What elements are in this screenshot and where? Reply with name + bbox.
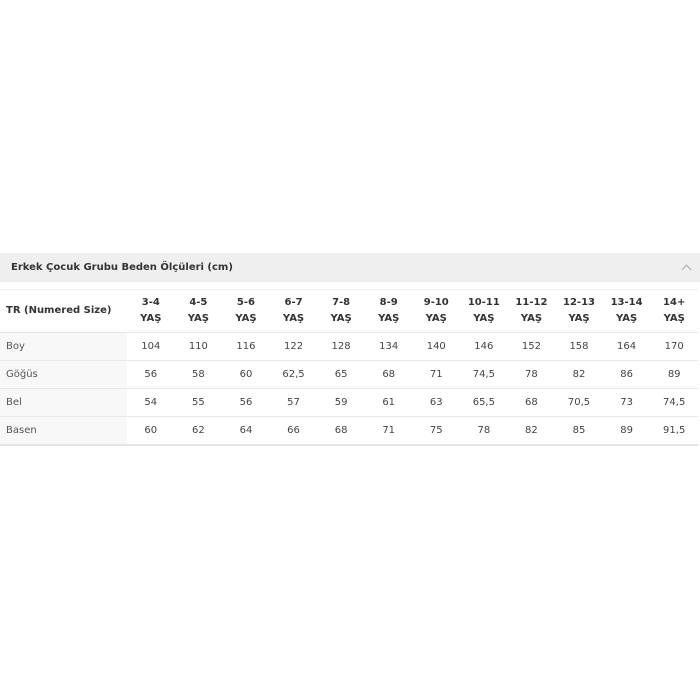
column-header-line: 10-11	[467, 297, 500, 308]
table-cell: 74,5	[472, 369, 495, 380]
column-header-line: YAŞ	[473, 313, 495, 324]
table-cell: 68	[382, 369, 396, 380]
table-cell: 78	[477, 424, 491, 436]
column-header-line: YAŞ	[330, 313, 352, 324]
table-cell: 61	[382, 397, 396, 408]
table-cell: 110	[188, 341, 208, 352]
table-cell: 62	[192, 424, 205, 436]
column-header: 3-4 YAŞ	[127, 290, 175, 333]
column-header-line: 12-13	[563, 297, 595, 308]
table-cell: 74,5	[663, 397, 686, 408]
column-header-line: YAŞ	[425, 313, 447, 324]
table-cell: 64	[239, 424, 253, 436]
table-cell: 164	[617, 341, 637, 352]
table-cell: 66	[287, 424, 300, 436]
column-header-line: YAŞ	[235, 313, 257, 324]
row-label: Basen	[0, 416, 127, 445]
column-header-line: 7-8	[332, 297, 351, 308]
table-cell: 54	[144, 397, 158, 408]
table-cell: 65,5	[472, 397, 495, 408]
column-header: 9-10 YAŞ	[412, 290, 460, 333]
column-header: 11-12 YAŞ	[508, 290, 556, 333]
accordion-header[interactable]: Erkek Çocuk Grubu Beden Ölçüleri (cm)	[0, 253, 700, 282]
size-chart-panel: Erkek Çocuk Grubu Beden Ölçüleri (cm) TR…	[0, 253, 700, 446]
table-cell: 68	[525, 397, 538, 408]
table-cell: 70,5	[567, 397, 591, 408]
table-cell: 73	[620, 397, 633, 408]
column-header-line: YAŞ	[378, 313, 400, 324]
column-header: 4-5 YAŞ	[175, 290, 223, 333]
table-cell: 91,5	[663, 424, 686, 436]
column-header: 7-8 YAŞ	[317, 290, 365, 333]
size-table: TR (Numered Size) 3-4 YAŞ 4-5 YAŞ 5-6 YAŞ 6-7 Y…	[0, 289, 698, 446]
column-header: 12-13 YAŞ	[555, 290, 603, 333]
column-header-line: YAŞ	[663, 313, 685, 324]
table-cell: 68	[334, 424, 348, 436]
column-header-line: YAŞ	[520, 313, 543, 324]
table-cell: 128	[331, 341, 351, 352]
chevron-up-icon[interactable]	[681, 264, 692, 275]
column-header-line: YAŞ	[187, 313, 209, 324]
table-cell: 140	[426, 341, 446, 352]
column-header-line: YAŞ	[282, 313, 305, 324]
column-header: 6-7 YAŞ	[270, 290, 318, 333]
table-cell: 104	[141, 341, 161, 352]
column-header-line: 9-10	[423, 297, 449, 308]
column-header: 14+ YAŞ	[650, 290, 698, 333]
row-label: Bel	[0, 388, 127, 417]
table-row: Göğüs 56 58 60 62,5 65 68 71 74,5 78 82 86 89	[0, 360, 698, 389]
column-header: 13-14 YAŞ	[603, 290, 651, 333]
table-cell: 170	[664, 341, 684, 352]
table-cell: 158	[569, 341, 589, 352]
column-header-line: 14+	[663, 297, 686, 308]
table-cell: 86	[620, 369, 633, 380]
column-header-line: 6-7	[284, 297, 303, 308]
table-header-row: TR (Numered Size) 3-4 YAŞ 4-5 YAŞ 5-6 YAŞ 6-7 Y…	[0, 289, 698, 333]
table-cell: 55	[192, 397, 205, 408]
table-cell: 71	[382, 424, 396, 436]
column-header: 8-9 YAŞ	[365, 290, 413, 333]
column-header-line: YAŞ	[615, 313, 638, 324]
row-label: Göğüs	[0, 360, 127, 389]
table-cell: 65	[334, 369, 348, 380]
table-cell: 89	[620, 424, 633, 436]
column-header-line: 13-14	[610, 297, 643, 308]
table-cell: 85	[572, 424, 586, 436]
table-row: Bel 54 55 56 57 59 61 63 65,5 68 70,5 73 74,5	[0, 388, 698, 417]
column-header-line: YAŞ	[140, 313, 162, 324]
table-cell: 62,5	[282, 369, 305, 380]
table-row: Boy 104 110 116 122 128 134 140 146 152 158 164 170	[0, 332, 698, 361]
table-cell: 78	[525, 369, 538, 380]
column-header: 5-6 YAŞ	[222, 290, 270, 333]
table-cell: 60	[239, 369, 253, 380]
table-cell: 56	[239, 397, 253, 408]
table-cell: 82	[572, 369, 586, 380]
table-cell: 63	[429, 397, 443, 408]
column-header-line: 3-4	[141, 297, 160, 308]
column-header-line: 8-9	[379, 297, 398, 308]
accordion-title: Erkek Çocuk Grubu Beden Ölçüleri (cm)	[11, 262, 233, 273]
table-cell: 58	[192, 369, 205, 380]
table-cell: 122	[283, 341, 304, 352]
table-cell: 146	[474, 341, 494, 352]
row-label: Boy	[0, 332, 127, 361]
table-cell: 59	[334, 397, 348, 408]
column-header-line: YAŞ	[568, 313, 590, 324]
table-cell: 89	[667, 369, 681, 380]
table-cell: 75	[429, 424, 443, 436]
column-header-line: 4-5	[189, 297, 208, 308]
table-cell: 82	[525, 424, 538, 436]
table-cell: 56	[144, 369, 158, 380]
table-cell: 60	[144, 424, 158, 436]
table-cell: 152	[521, 341, 541, 352]
corner-header: TR (Numered Size)	[6, 305, 112, 316]
column-header-line: 11-12	[515, 297, 548, 308]
table-cell: 57	[287, 397, 300, 408]
table-row: Basen 60 62 64 66 68 71 75 78 82 85 89 91,5	[0, 416, 698, 445]
column-header-line: 5-6	[236, 297, 255, 308]
table-cell: 116	[236, 341, 256, 352]
table-cell: 134	[379, 341, 399, 352]
table-cell: 71	[429, 369, 443, 380]
column-header: 10-11 YAŞ	[460, 290, 508, 333]
